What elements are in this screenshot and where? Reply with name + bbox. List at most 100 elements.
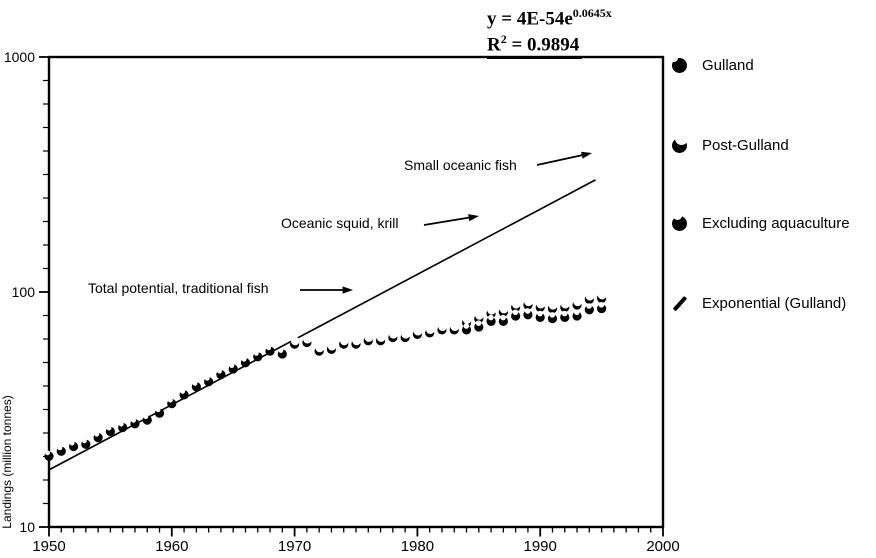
marker-notch <box>290 336 300 346</box>
marker-notch <box>94 431 100 437</box>
data-point-post-gulland <box>547 301 558 314</box>
marker-notch <box>192 380 198 386</box>
marker-notch <box>168 397 173 403</box>
annotation-oceanic-squid-krill: Oceanic squid, krill <box>281 214 479 231</box>
marker-notch <box>574 309 580 316</box>
data-point-gulland <box>93 431 103 443</box>
marker-notch <box>488 314 494 321</box>
marker-notch <box>536 299 546 309</box>
data-point-post-gulland <box>437 322 447 335</box>
annotation-text: Oceanic squid, krill <box>281 215 399 231</box>
r2-value: = 0.9894 <box>506 34 580 56</box>
data-point-gulland <box>253 350 263 362</box>
marker-notch <box>561 310 568 317</box>
marker-notch <box>266 345 272 351</box>
y-axis-title: Landings (million tonnes) <box>0 395 14 529</box>
marker-notch <box>352 336 361 346</box>
data-point-post-gulland <box>351 336 361 349</box>
data-point-gulland <box>118 421 128 433</box>
y-tick-label: 100 <box>12 284 36 300</box>
marker-notch <box>69 440 75 446</box>
data-point-gulland <box>105 425 115 437</box>
data-point-excluding-aquaculture <box>547 312 558 324</box>
data-point-post-gulland <box>339 336 349 349</box>
marker-notch <box>463 323 470 329</box>
data-point-excluding-aquaculture <box>523 308 533 320</box>
marker-notch <box>155 407 161 413</box>
legend-label: Gulland <box>702 56 754 74</box>
marker-notch <box>438 322 447 331</box>
marker-notch <box>82 438 87 444</box>
r2-superscript: 2 <box>500 32 507 47</box>
data-point-gulland <box>277 348 287 359</box>
exponential-line-icon <box>672 295 687 311</box>
data-point-gulland <box>56 445 66 456</box>
y-tick-label: 1000 <box>4 49 35 65</box>
r2-base: R <box>487 34 501 56</box>
annotation-arrow-head <box>581 151 592 159</box>
data-point-post-gulland <box>560 299 570 312</box>
data-point-excluding-aquaculture <box>560 310 570 322</box>
marker-notch <box>475 320 482 326</box>
trend-line-layer <box>48 179 596 471</box>
marker-notch <box>585 291 595 301</box>
data-point-excluding-aquaculture <box>584 303 594 315</box>
marker-notch <box>573 297 582 307</box>
marker-notch <box>512 309 519 316</box>
marker-notch <box>462 315 472 324</box>
marker-notch <box>425 325 435 334</box>
data-point-gulland <box>240 356 251 368</box>
annotations-layer: Total potential, traditional fish Oceanic… <box>88 151 592 296</box>
data-point-excluding-aquaculture <box>461 323 472 335</box>
data-point-post-gulland <box>523 297 533 310</box>
data-point-post-gulland <box>400 330 411 343</box>
marker-notch <box>548 301 558 310</box>
data-point-excluding-aquaculture <box>535 310 545 322</box>
marker-notch <box>106 425 112 431</box>
legend-item-post-gulland: Post-Gulland <box>672 131 789 155</box>
equation-exponent: 0.0645x <box>572 6 612 20</box>
data-point-post-gulland <box>314 343 325 356</box>
marker-notch <box>561 299 570 309</box>
equation-text: y = 4E-54e0.0645x <box>487 3 612 29</box>
data-point-post-gulland <box>326 341 337 354</box>
axis-tick-labels: 1950 1960 1970 1980 1990 2000 10 100 1000 <box>4 49 680 555</box>
legend-item-excluding-aquaculture: Excluding aquaculture <box>672 210 850 233</box>
data-point-gulland <box>204 375 214 387</box>
data-point-gulland <box>179 389 189 400</box>
data-point-gulland <box>154 407 165 418</box>
data-points-layer <box>44 290 607 461</box>
trend-line <box>48 179 596 471</box>
marker-notch <box>597 290 607 300</box>
marker-notch <box>340 336 349 346</box>
data-point-gulland <box>130 417 140 429</box>
marker-notch <box>537 310 543 317</box>
marker-notch <box>253 350 259 356</box>
legend: Gulland Post-Gulland Excluding aquacultu… <box>670 40 874 340</box>
marker-notch <box>524 308 531 314</box>
data-point-post-gulland <box>290 336 300 349</box>
data-point-gulland <box>191 380 201 392</box>
marker-notch <box>524 297 533 307</box>
data-point-gulland <box>81 438 91 449</box>
annotation-arrow-shaft <box>536 153 586 166</box>
data-point-gulland <box>44 450 54 461</box>
marker-notch <box>241 356 247 362</box>
marker-notch <box>315 343 325 353</box>
data-point-gulland <box>142 414 152 425</box>
legend-label: Exponential (Gulland) <box>702 294 847 312</box>
marker-notch <box>500 314 506 321</box>
marker-notch <box>376 333 386 342</box>
marker-notch <box>303 334 312 344</box>
gulland-marker-icon <box>670 53 687 73</box>
marker-notch <box>401 330 411 339</box>
equation-base: y = 4E-54e <box>487 8 573 30</box>
marker-notch <box>499 304 509 314</box>
annotation-text: Total potential, traditional fish <box>88 280 269 296</box>
legend-label: Post-Gulland <box>702 136 789 154</box>
marker-notch <box>389 330 398 339</box>
marker-notch <box>229 363 235 369</box>
data-point-post-gulland <box>302 334 312 348</box>
axis-ticks <box>39 56 664 537</box>
